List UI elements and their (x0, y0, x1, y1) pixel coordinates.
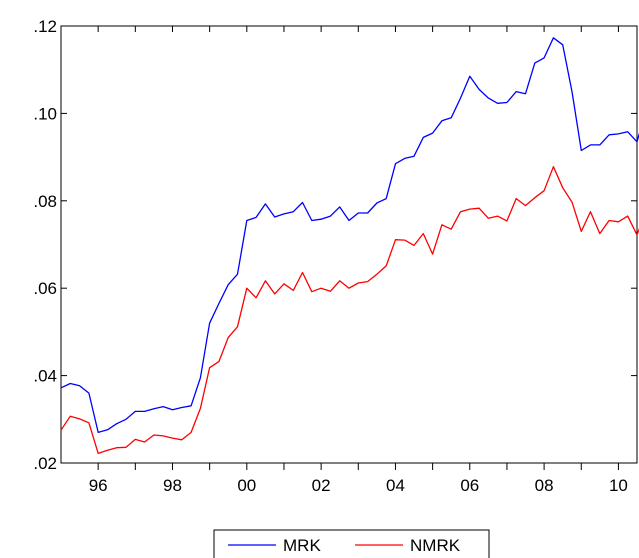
x-tick-label: 10 (609, 476, 628, 495)
x-tick-label: 02 (312, 476, 331, 495)
legend: MRK NMRK (213, 529, 490, 558)
y-tick-label: .10 (33, 104, 57, 123)
x-axis: 96 98 00 02 04 06 08 10 (89, 26, 628, 495)
plot-frame (60, 25, 638, 464)
y-axis: .02 .04 .06 .08 .10 .12 (33, 17, 637, 473)
x-tick-label: 06 (460, 476, 479, 495)
y-tick-label: .04 (33, 367, 57, 386)
y-tick-label: .02 (33, 454, 57, 473)
series-line-nmrk (60, 166, 639, 455)
series-line-mrk (60, 37, 639, 434)
x-tick-label: 96 (89, 476, 108, 495)
legend-box (213, 529, 490, 558)
x-tick-label: 08 (535, 476, 554, 495)
x-tick-label: 04 (386, 476, 405, 495)
legend-label-mrk: MRK (283, 536, 321, 555)
x-tick-label: 98 (163, 476, 182, 495)
y-tick-label: .06 (33, 279, 57, 298)
x-tick-label: 00 (237, 476, 256, 495)
y-tick-label: .12 (33, 17, 57, 36)
series-layer (60, 37, 639, 455)
y-tick-label: .08 (33, 192, 57, 211)
plot-area (60, 25, 638, 464)
legend-label-nmrk: NMRK (410, 536, 461, 555)
